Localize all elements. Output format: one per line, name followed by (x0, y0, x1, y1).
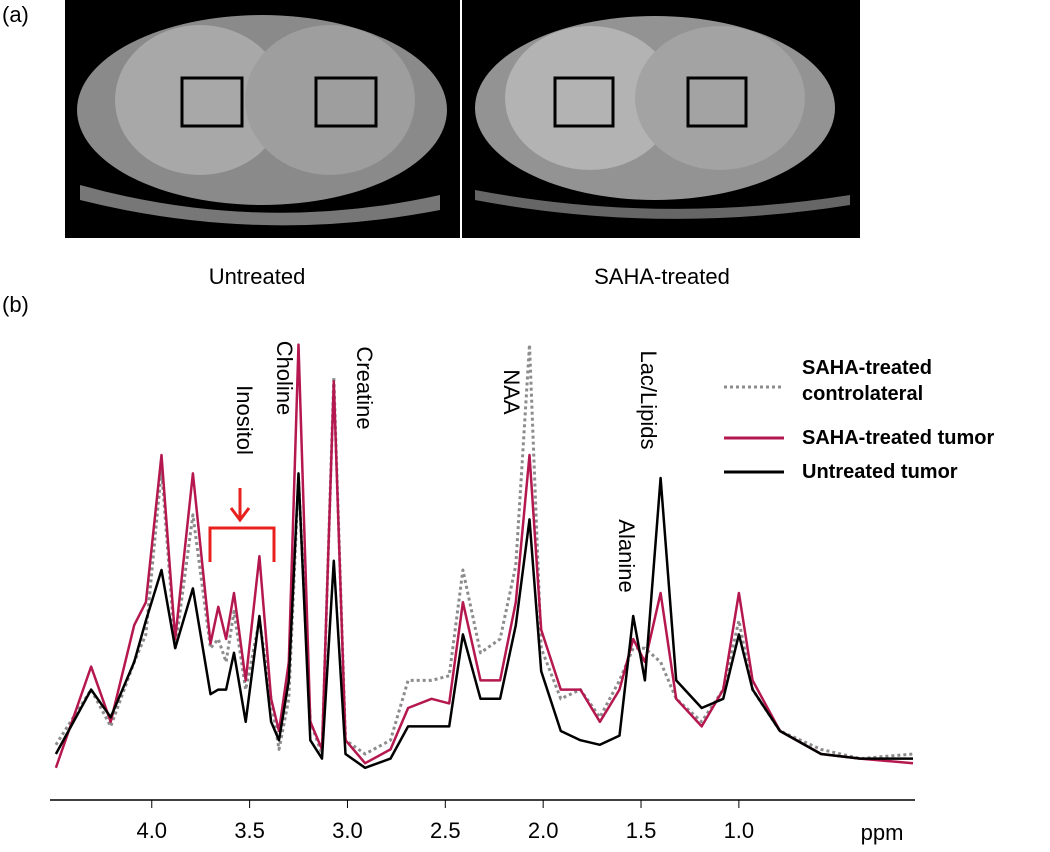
peak-label: Alanine (614, 519, 639, 592)
x-tick-label: 2.5 (430, 818, 461, 843)
peak-label: Creatine (352, 346, 377, 429)
x-tick-label: 3.0 (332, 818, 363, 843)
legend-item: Untreated tumor (722, 459, 1037, 485)
x-tick-label: 1.5 (626, 818, 657, 843)
image-caption: Untreated (209, 264, 306, 289)
image-caption: SAHA-treated (594, 264, 730, 289)
peak-label: Inositol (232, 385, 257, 455)
peak-label: Choline (272, 341, 297, 416)
mri-untreated (65, 0, 460, 238)
legend-swatch (724, 436, 784, 440)
panel-label: (b) (2, 292, 29, 317)
peak-label: NAA (499, 369, 524, 415)
legend-label: SAHA-treated controlateral (802, 357, 933, 405)
legend-label: SAHA-treated tumor (802, 427, 995, 449)
legend-item: SAHA-treated controlateral (722, 355, 1037, 407)
peak-label: Lac/Lipids (636, 350, 661, 449)
mri-treated (462, 0, 860, 238)
x-tick-label: 4.0 (136, 818, 167, 843)
x-tick-label: 1.0 (724, 818, 755, 843)
legend-label: Untreated tumor (802, 461, 958, 483)
legend-item: SAHA-treated tumor (722, 425, 1037, 451)
legend-swatch (724, 385, 784, 389)
inositol-bracket (208, 488, 276, 562)
x-tick-label: 3.5 (234, 818, 265, 843)
x-tick-label: 2.0 (528, 818, 559, 843)
legend-swatch (724, 470, 784, 474)
panel-label: (a) (2, 2, 29, 27)
spectrum-line (54, 343, 914, 769)
x-axis-label: ppm (861, 820, 904, 845)
spectrum-line (54, 472, 913, 770)
